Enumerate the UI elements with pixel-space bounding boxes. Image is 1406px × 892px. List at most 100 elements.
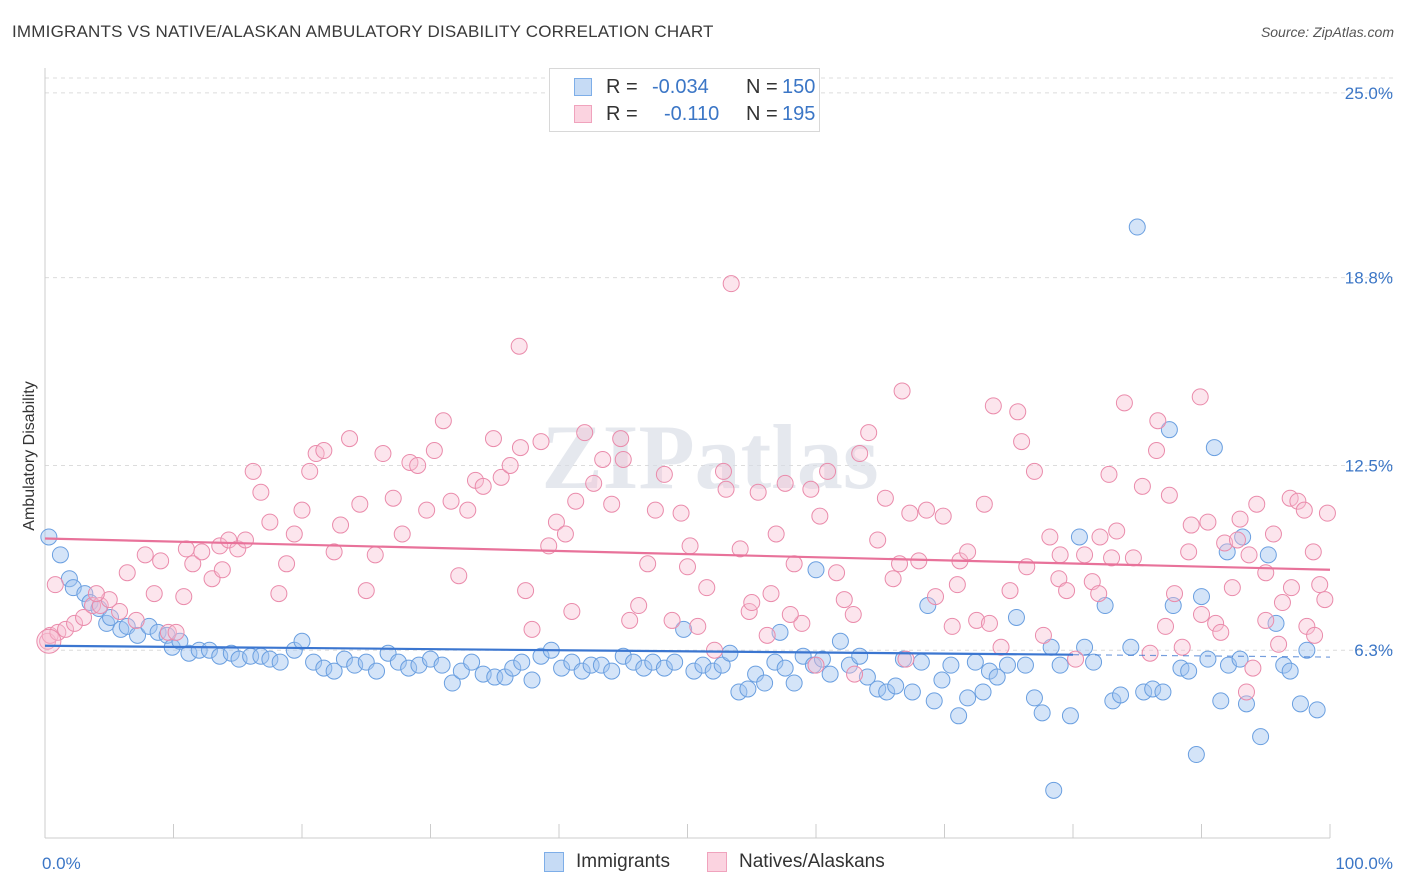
natives-point (425, 442, 443, 460)
natives-point (474, 477, 492, 495)
immigrants-point (878, 683, 896, 701)
immigrants-point (933, 671, 951, 689)
natives-point (75, 608, 93, 626)
immigrants-point (1212, 692, 1230, 710)
natives-point (576, 424, 594, 442)
immigrants-point (149, 623, 167, 641)
natives-point (301, 462, 319, 480)
natives-point (793, 614, 811, 632)
immigrants-point (592, 656, 610, 674)
natives-point (943, 617, 961, 635)
natives-point (1212, 623, 1230, 641)
natives-point (1041, 528, 1059, 546)
natives-point (603, 495, 621, 513)
natives-point (705, 641, 723, 659)
trend-lines (44, 537, 1331, 658)
natives-point (184, 555, 202, 573)
watermark: ZIPatlas (541, 406, 878, 508)
natives-point (1240, 546, 1258, 564)
natives-point (511, 439, 529, 457)
natives-point (366, 546, 384, 564)
natives-point (876, 489, 894, 507)
natives-point (484, 430, 502, 448)
natives-point (762, 585, 780, 603)
immigrants-point (1267, 614, 1285, 632)
natives-point (663, 611, 681, 629)
natives-point (646, 501, 664, 519)
legend-r-label: R = (606, 102, 638, 125)
natives-point (1108, 522, 1126, 540)
immigrants-point (1298, 641, 1316, 659)
natives-point (1311, 576, 1329, 594)
natives-point (1160, 486, 1178, 504)
immigrants-point (1016, 656, 1034, 674)
immigrants-point (293, 632, 311, 650)
immigrants-point (1051, 656, 1069, 674)
natives-point (594, 450, 612, 468)
natives-point (236, 531, 254, 549)
natives-point (1009, 403, 1027, 421)
immigrants-point (51, 546, 69, 564)
gridlines (45, 77, 1395, 651)
natives-point (776, 474, 794, 492)
immigrants-point (1135, 683, 1153, 701)
natives-point (111, 602, 129, 620)
legend-label-natives: Natives/Alaskans (739, 851, 885, 872)
immigrants-point (831, 632, 849, 650)
legend-swatch-immigrants (574, 78, 592, 96)
immigrants-point (1281, 662, 1299, 680)
immigrants-point (694, 656, 712, 674)
immigrants-point (573, 662, 591, 680)
natives-point (1090, 585, 1108, 603)
natives-point (927, 588, 945, 606)
natives-point (811, 507, 829, 525)
natives-point (1228, 531, 1246, 549)
natives-point (510, 337, 528, 355)
immigrants-point (523, 671, 541, 689)
immigrants-point (1291, 695, 1309, 713)
natives-point (802, 480, 820, 498)
natives-point (1133, 477, 1151, 495)
natives-point (785, 555, 803, 573)
natives-point (36, 628, 62, 654)
natives-point (315, 442, 333, 460)
immigrants-point (730, 683, 748, 701)
natives-point (501, 456, 519, 474)
immigrants-point (869, 680, 887, 698)
natives-point (1058, 582, 1076, 600)
immigrants-point (950, 707, 968, 725)
y-tick-label: 12.5% (1345, 456, 1393, 475)
legend-n-value: 150 (782, 75, 816, 98)
immigrants-point (614, 647, 632, 665)
natives-point (1264, 525, 1282, 543)
natives-point (807, 656, 825, 674)
natives-point (1306, 626, 1324, 644)
immigrants-point (81, 594, 99, 612)
natives-point (835, 591, 853, 609)
immigrants-point (1112, 686, 1130, 704)
natives-point (167, 623, 185, 641)
immigrants-point (851, 647, 869, 665)
immigrants-point (807, 561, 825, 579)
natives-point (655, 465, 673, 483)
immigrants-point (756, 674, 774, 692)
immigrants-point (1237, 695, 1255, 713)
natives-point (1207, 614, 1225, 632)
immigrants-point (785, 674, 803, 692)
immigrants-point (959, 689, 977, 707)
natives-point (758, 626, 776, 644)
immigrants-point (335, 650, 353, 668)
natives-point (860, 424, 878, 442)
immigrants-point (988, 668, 1006, 686)
natives-point (1050, 570, 1068, 588)
immigrants-point (102, 608, 120, 626)
immigrants-point (1259, 546, 1277, 564)
immigrants-point (625, 653, 643, 671)
immigrants-point (463, 653, 481, 671)
natives-point (1141, 644, 1159, 662)
trend-line-immigrants-extension (1072, 654, 1331, 658)
natives-point (672, 504, 690, 522)
natives-point (213, 561, 231, 579)
legend-n-label: N = (746, 102, 778, 125)
natives-point (1191, 388, 1209, 406)
